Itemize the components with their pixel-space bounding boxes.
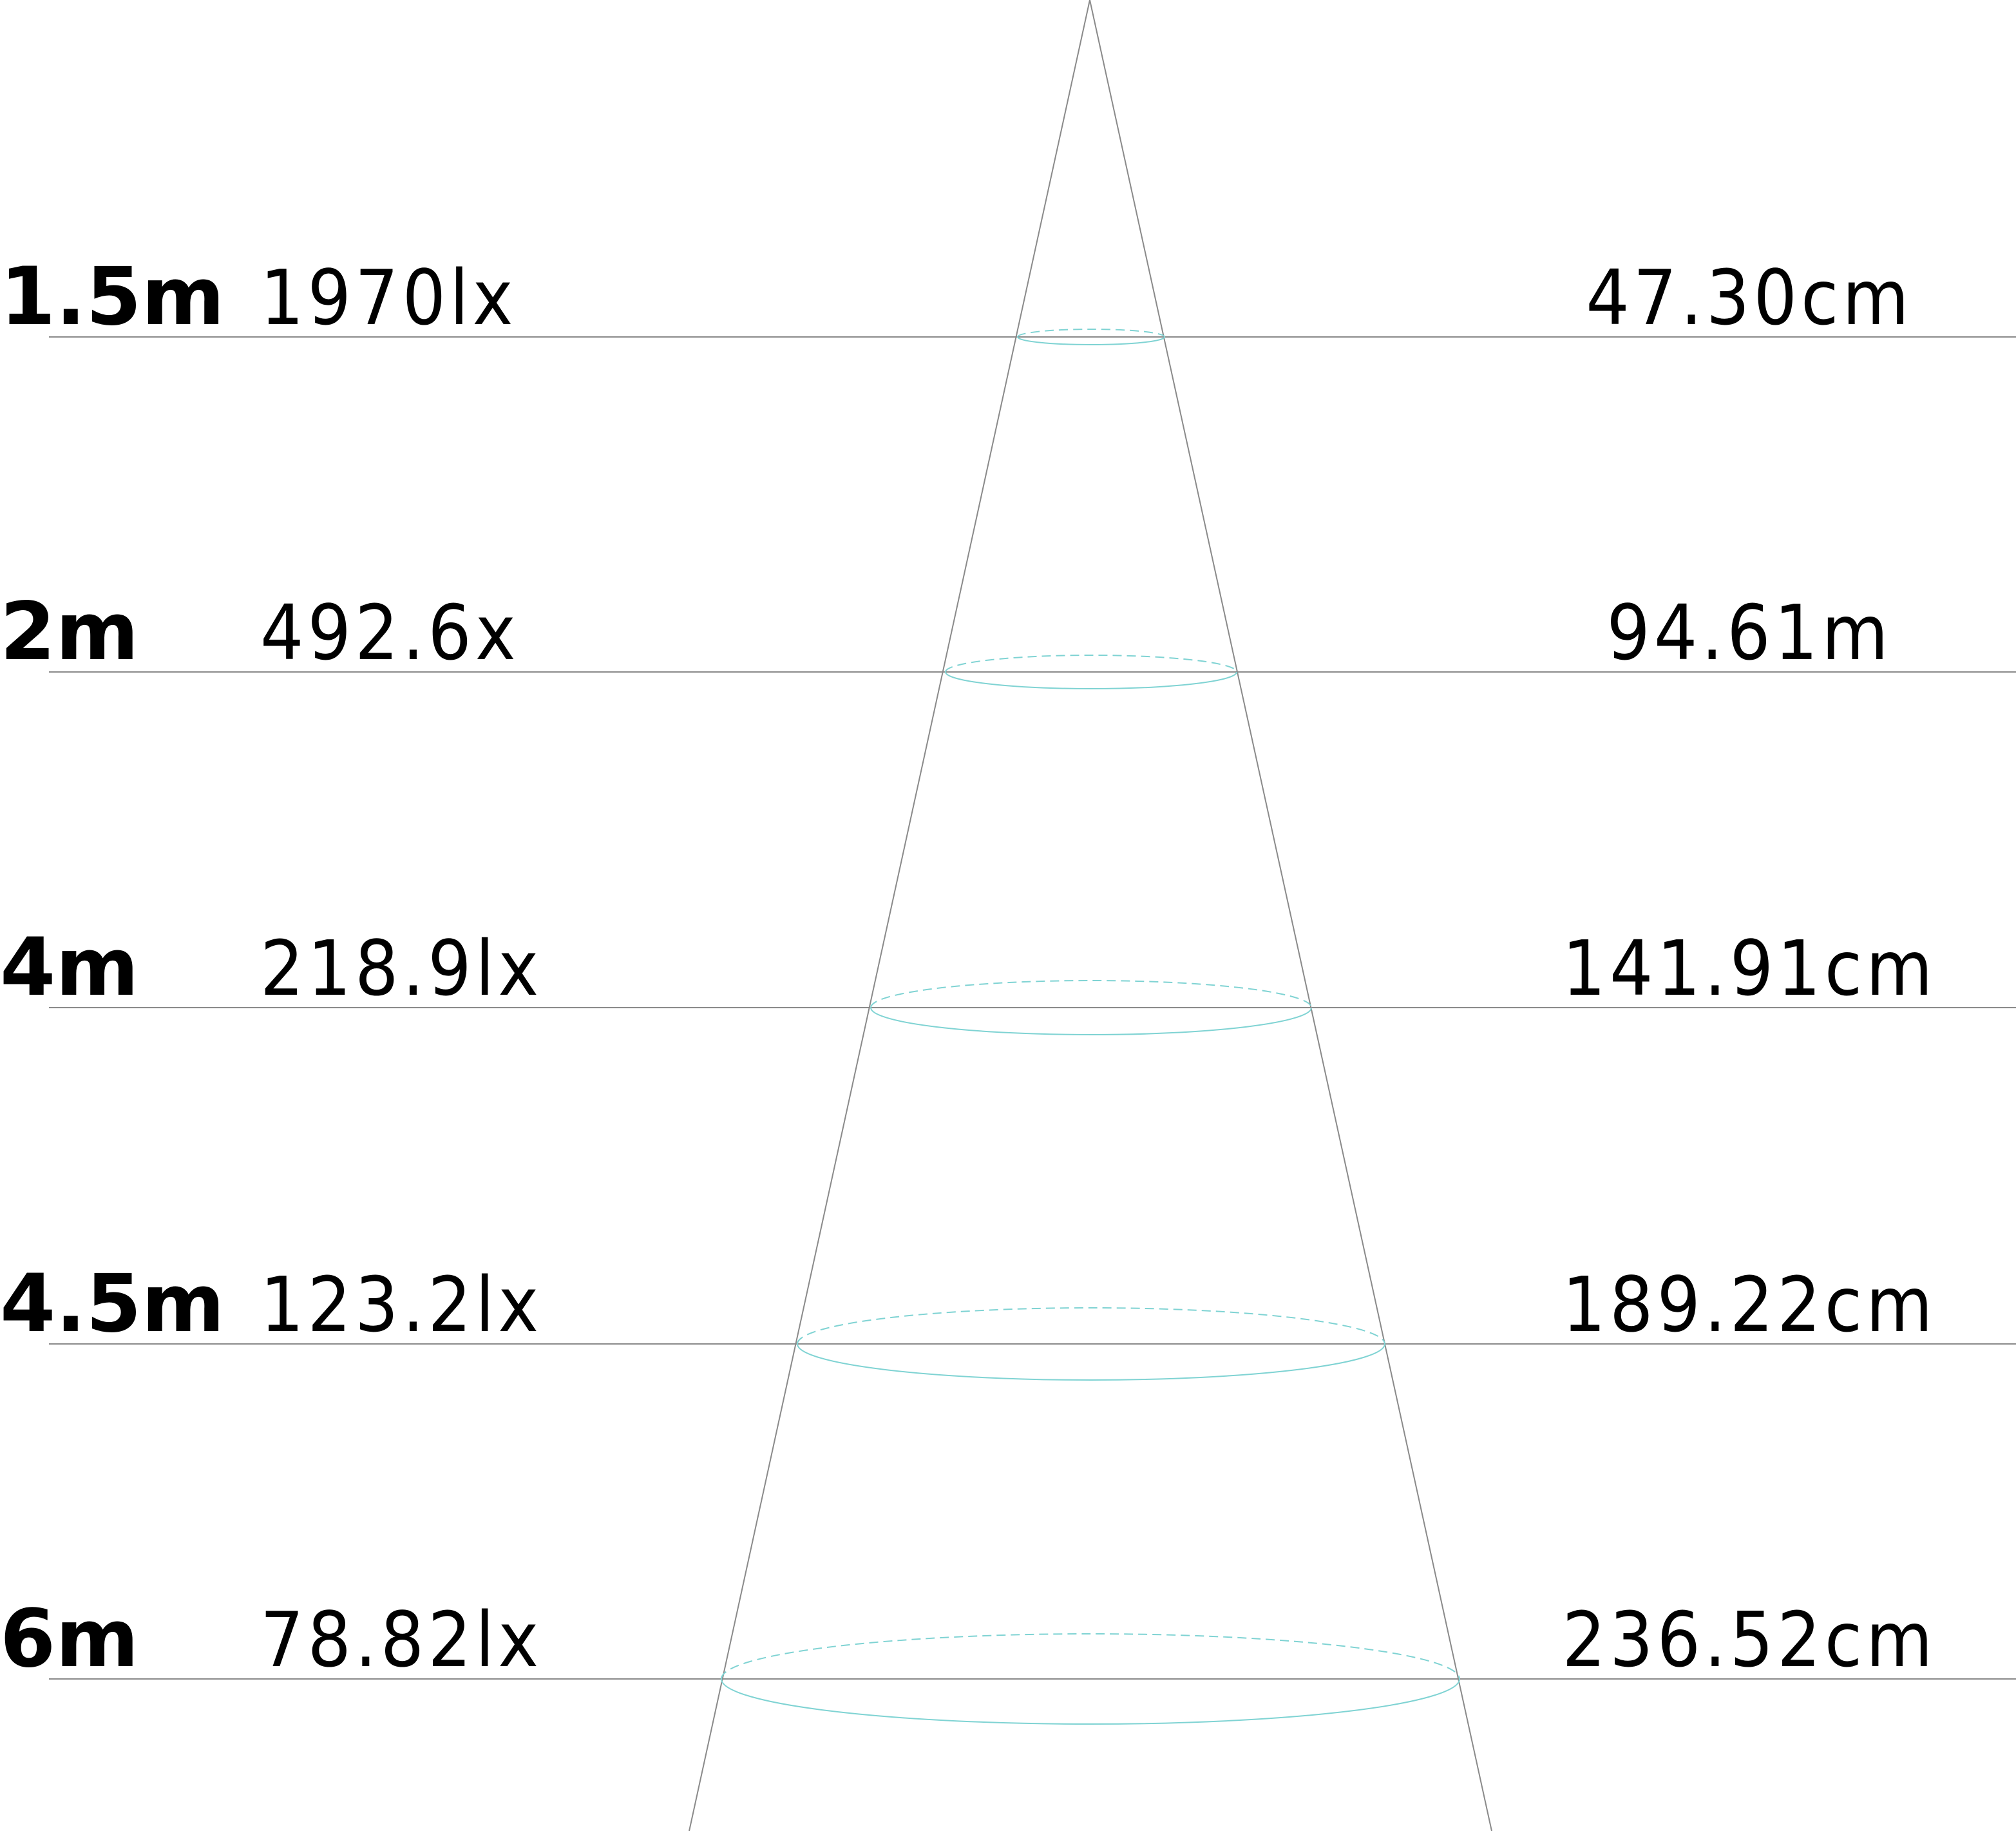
beam-diameter-value: 141.91cm (1562, 924, 1936, 1013)
beam-ellipse-front (870, 1007, 1312, 1035)
distance-row: 1.5m 1970lx 47.30cm (0, 251, 2016, 345)
distance-label: 4.5m (0, 1258, 225, 1350)
distance-label: 1.5m (0, 251, 225, 343)
beam-ellipse-back (945, 655, 1237, 673)
distance-row: 6m 78.82lx 236.52cm (0, 1593, 2016, 1725)
beam-diameter-value: 94.61m (1606, 588, 1892, 677)
beam-ellipse-front (721, 1678, 1460, 1725)
distance-row: 4.5m 123.2lx 189.22cm (0, 1258, 2016, 1381)
cone-right-edge (1089, 0, 1492, 1831)
distance-label: 6m (0, 1593, 139, 1685)
cone-left-edge (689, 0, 1090, 1831)
distance-row: 2m 492.6x 94.61m (0, 586, 2016, 689)
beam-ellipse-back (1017, 329, 1165, 338)
illuminance-value: 78.82lx (260, 1595, 542, 1684)
beam-ellipse-back (797, 1307, 1385, 1345)
beam-diameter-value: 47.30cm (1586, 253, 1913, 342)
beam-diameter-value: 236.52cm (1562, 1595, 1936, 1684)
distance-row: 4m 218.9lx 141.91cm (0, 921, 2016, 1035)
illuminance-value: 218.9lx (260, 924, 542, 1013)
illuminance-value: 492.6x (260, 588, 520, 677)
distance-label: 4m (0, 921, 139, 1014)
beam-ellipse-back (870, 980, 1312, 1008)
beam-ellipse-front (797, 1343, 1385, 1381)
beam-ellipse-front (1017, 336, 1165, 345)
beam-diameter-value: 189.22cm (1562, 1260, 1936, 1349)
beam-ellipse-front (945, 671, 1237, 689)
illuminance-value: 1970lx (260, 253, 517, 342)
distance-label: 2m (0, 586, 139, 678)
illuminance-value: 123.2lx (260, 1260, 542, 1349)
beam-ellipse-back (721, 1633, 1460, 1680)
